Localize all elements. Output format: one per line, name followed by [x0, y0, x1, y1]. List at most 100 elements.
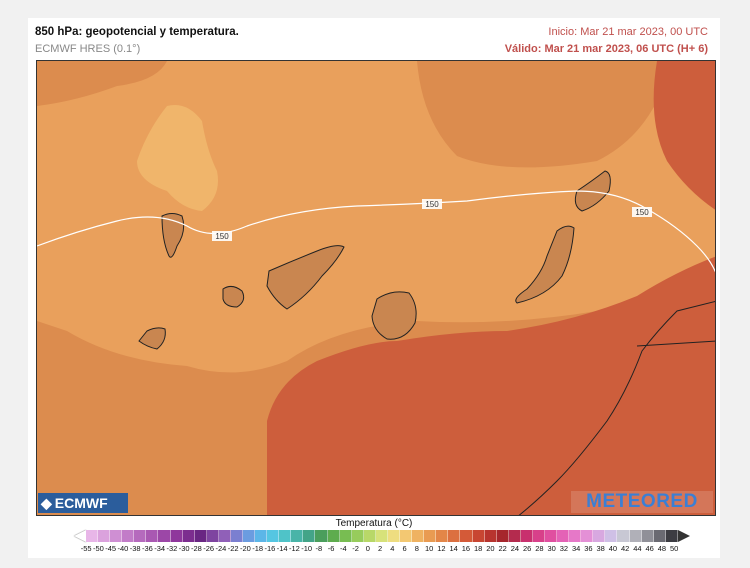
legend-swatch — [641, 530, 654, 542]
island-la-gomera — [222, 285, 245, 308]
legend-label: 22 — [498, 544, 507, 553]
legend-label: -50 — [92, 544, 104, 553]
legend-swatch — [605, 530, 618, 542]
legend-swatch — [327, 530, 340, 542]
legend-label: -4 — [340, 544, 347, 553]
legend-swatch — [460, 530, 473, 542]
contour-label-text: 150 — [425, 200, 439, 209]
legend-swatch — [653, 530, 666, 542]
legend-label: -32 — [166, 544, 178, 553]
legend-label: 16 — [461, 544, 471, 553]
legend-label: 34 — [571, 544, 581, 553]
legend-label: 12 — [437, 544, 446, 553]
legend-color-bar — [86, 530, 678, 542]
legend-label: -40 — [117, 544, 129, 553]
legend-label: -22 — [227, 544, 239, 553]
legend-label: 36 — [584, 544, 593, 553]
legend-swatch — [520, 530, 533, 542]
legend-swatch — [436, 530, 449, 542]
island-la-palma — [161, 213, 185, 258]
legend-label: 48 — [657, 544, 667, 553]
legend-swatch — [532, 530, 545, 542]
legend-swatch — [230, 530, 244, 542]
legend-swatch — [146, 530, 159, 542]
legend-label: 46 — [645, 544, 654, 553]
legend-label: -18 — [252, 544, 264, 553]
legend-swatch — [267, 530, 280, 542]
orange-patch-nw — [37, 61, 167, 106]
africa-coastline — [518, 300, 715, 515]
legend-label: -14 — [276, 544, 288, 553]
legend-label: 6 — [402, 544, 407, 553]
geopotential-contour — [37, 190, 715, 273]
legend-swatch — [339, 530, 352, 542]
legend-swatch — [593, 530, 606, 542]
legend-swatch — [315, 530, 328, 542]
legend-swatch — [363, 530, 376, 542]
map-title: 850 hPa: geopotencial y temperatura. — [35, 26, 239, 38]
legend-swatch — [110, 530, 123, 542]
legend-swatch — [400, 530, 413, 542]
map-canvas: 150 150 150 — [37, 61, 715, 515]
legend-swatch — [581, 530, 594, 542]
ecmwf-logo: ◆ ECMWF — [38, 493, 128, 513]
legend-label: -24 — [215, 544, 227, 553]
legend-swatch — [291, 530, 304, 542]
legend-swatch — [412, 530, 425, 542]
legend-swatch — [351, 530, 364, 542]
temperature-map[interactable]: 150 150 150 ◆ ECMWF METEORED — [36, 60, 716, 516]
legend-label: -34 — [154, 544, 166, 553]
legend-label: 50 — [669, 544, 679, 553]
hot-region — [267, 256, 715, 515]
legend-swatch — [158, 530, 171, 542]
legend-label: 2 — [378, 544, 383, 553]
legend-swatch — [182, 530, 195, 542]
legend-swatch — [218, 530, 231, 542]
hot-region-ne — [653, 61, 715, 210]
legend-label: 18 — [473, 544, 483, 553]
legend-label: 44 — [633, 544, 642, 553]
legend-label: -2 — [352, 544, 359, 553]
legend-label: 28 — [535, 544, 544, 553]
legend-label: -12 — [288, 544, 300, 553]
contour-label-text: 150 — [635, 208, 649, 217]
legend-swatch — [134, 530, 147, 542]
legend-swatch — [665, 530, 678, 542]
legend-label: 4 — [390, 544, 395, 553]
legend-label: 30 — [547, 544, 556, 553]
model-label: ECMWF HRES (0.1°) — [35, 43, 141, 55]
legend-label: -8 — [315, 544, 323, 553]
start-time: Inicio: Mar 21 mar 2023, 00 UTC — [548, 26, 708, 38]
legend-swatch — [170, 530, 183, 542]
legend-label: -26 — [203, 544, 215, 553]
meteored-logo: METEORED — [571, 491, 713, 513]
legend-swatch — [508, 530, 521, 542]
meteored-logo-text: METEORED — [586, 491, 698, 512]
contour-label-1: 150 — [212, 231, 232, 241]
legend-swatch — [629, 530, 642, 542]
legend-swatch — [206, 530, 219, 542]
legend-swatch — [375, 530, 388, 542]
island-fuerteventura — [515, 225, 575, 304]
legend-label: 40 — [608, 544, 618, 553]
ecmwf-logo-text: ECMWF — [54, 495, 108, 511]
legend-swatch — [472, 530, 485, 542]
contour-label-3: 150 — [632, 207, 652, 217]
legend-label: 38 — [596, 544, 605, 553]
island-lanzarote — [574, 170, 611, 212]
legend-label: 0 — [365, 544, 370, 553]
legend-swatch — [243, 530, 256, 542]
legend-swatch — [569, 530, 582, 542]
legend-labels: -55 -50 -45 -40 -38 -36 -34 -32 -30 -28 -26 -24 -22-… — [80, 544, 680, 553]
legend-swatch — [86, 530, 99, 542]
contour-label-text: 150 — [215, 232, 229, 241]
legend-swatch — [484, 530, 497, 542]
legend-label: -6 — [327, 544, 335, 553]
island-el-hierro — [138, 327, 166, 350]
legend-label: -28 — [190, 544, 202, 553]
legend-swatch — [544, 530, 558, 542]
legend-label: 24 — [510, 544, 520, 553]
legend-label: 10 — [424, 544, 434, 553]
legend-label: -55 — [80, 544, 92, 553]
legend-label: -38 — [129, 544, 141, 553]
